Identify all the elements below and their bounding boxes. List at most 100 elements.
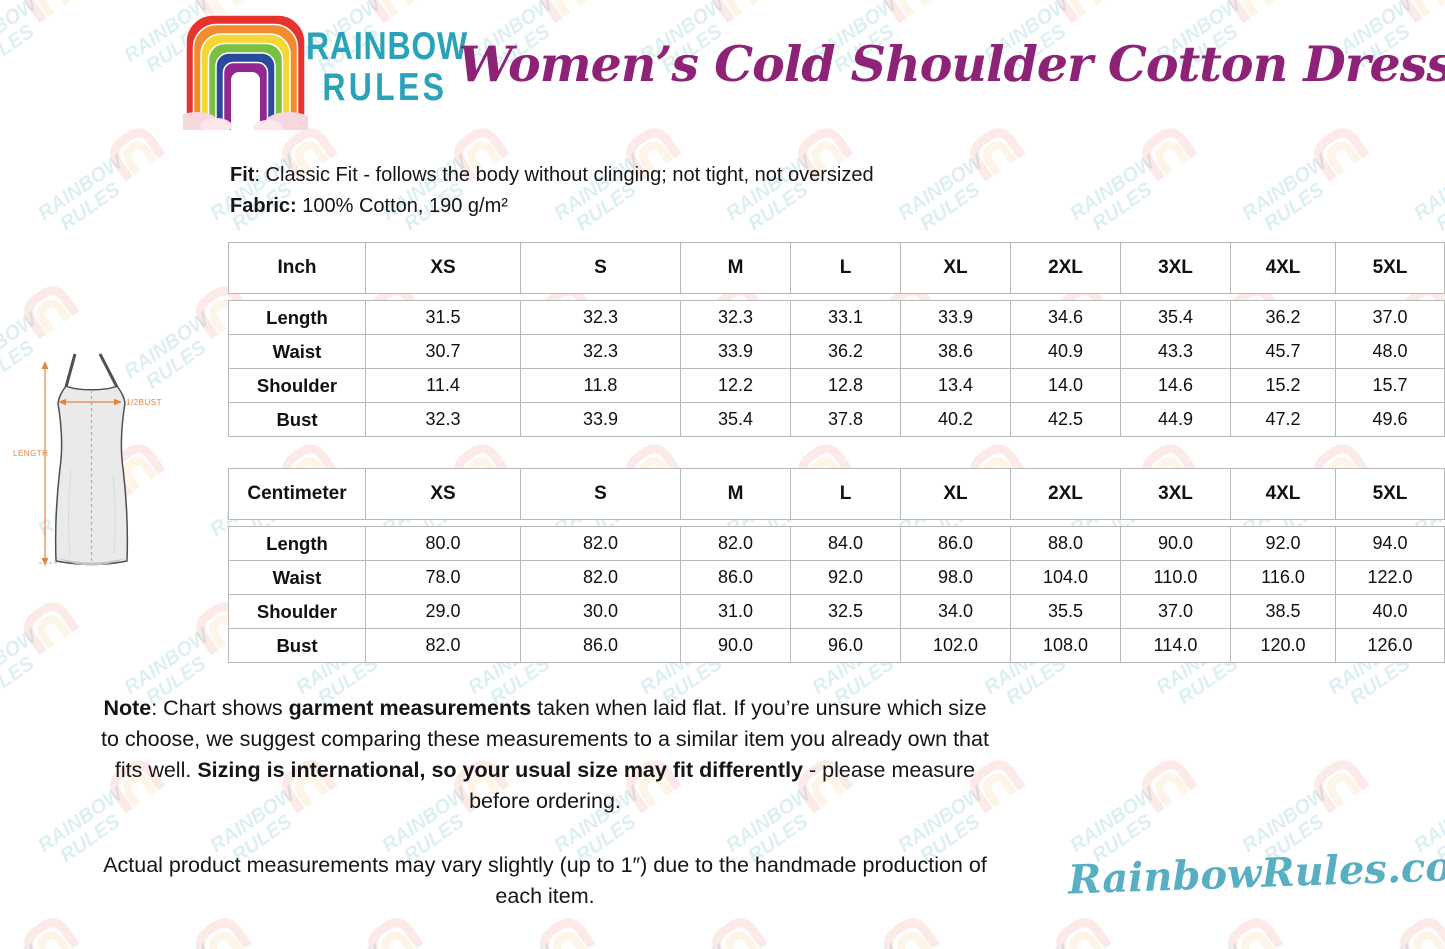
size-header-cell: 5XL (1335, 242, 1445, 294)
measurement-row: Waist 30.7 32.3 33.9 36.2 38.6 40.9 43.3 45.7 48.… (228, 334, 1445, 369)
size-header-cell: 4XL (1230, 468, 1336, 520)
dress-crease (112, 474, 116, 554)
value-cell: 32.3 (520, 334, 681, 369)
length-arrowhead-top (41, 361, 49, 369)
bust-arrowhead-right (114, 398, 122, 406)
dress-crease (68, 469, 72, 556)
fabric-line: Fabric: 100% Cotton, 190 g/m² (230, 191, 874, 222)
value-cell: 122.0 (1335, 560, 1445, 595)
size-header-cell: 5XL (1335, 468, 1445, 520)
value-cell: 29.0 (365, 594, 521, 629)
value-cell: 34.0 (900, 594, 1011, 629)
value-cell: 40.9 (1010, 334, 1121, 369)
size-header-cell: XS (365, 242, 521, 294)
value-cell: 90.0 (1120, 526, 1231, 561)
size-header-cell: 2XL (1010, 242, 1121, 294)
centimeter-size-table: Centimeter XS S M L XL 2XL 3XL 4XL 5XL Length 80.0 8… (228, 468, 1445, 663)
size-header-cell: S (520, 242, 681, 294)
fit-text: : Classic Fit - follows the body without… (254, 164, 874, 186)
value-cell: 116.0 (1230, 560, 1336, 595)
note-bold-segment: Note (103, 696, 152, 720)
note-segment: taken when laid flat. If you’re unsure w… (101, 696, 989, 782)
size-header-cell: M (680, 468, 791, 520)
note-segment: - please measure before ordering. (469, 758, 976, 813)
value-cell: 32.5 (790, 594, 901, 629)
measurement-row: Bust 32.3 33.9 35.4 37.8 40.2 42.5 44.9 47.2 49.6 (228, 402, 1445, 437)
inch-size-table: Inch XS S M L XL 2XL 3XL 4XL 5XL Length 31.5 32.3 32.… (228, 242, 1445, 437)
value-cell: 90.0 (680, 628, 791, 663)
measurement-row: Bust 82.0 86.0 90.0 96.0 102.0 108.0 114.0 120.0… (228, 628, 1445, 663)
value-cell: 15.2 (1230, 368, 1336, 403)
value-cell: 86.0 (900, 526, 1011, 561)
value-cell: 32.3 (365, 402, 521, 437)
value-cell: 35.4 (1120, 300, 1231, 335)
measurement-row: Shoulder 29.0 30.0 31.0 32.5 34.0 35.5 37.0 38.5… (228, 594, 1445, 629)
value-cell: 40.2 (900, 402, 1011, 437)
size-header-cell: L (790, 242, 901, 294)
value-cell: 120.0 (1230, 628, 1336, 663)
size-header-cell: 2XL (1010, 468, 1121, 520)
size-header-cell: 4XL (1230, 242, 1336, 294)
value-cell: 88.0 (1010, 526, 1121, 561)
size-header-cell: XS (365, 468, 521, 520)
value-cell: 44.9 (1120, 402, 1231, 437)
unit-header-cell: Inch (228, 242, 366, 294)
value-cell: 38.6 (900, 334, 1011, 369)
fabric-label: Fabric: (230, 195, 297, 217)
value-cell: 12.8 (790, 368, 901, 403)
value-cell: 42.5 (1010, 402, 1121, 437)
value-cell: 82.0 (365, 628, 521, 663)
value-cell: 35.4 (680, 402, 791, 437)
value-cell: 102.0 (900, 628, 1011, 663)
row-label-cell: Shoulder (228, 594, 366, 629)
value-cell: 37.0 (1120, 594, 1231, 629)
value-cell: 114.0 (1120, 628, 1231, 663)
size-header-cell: S (520, 468, 681, 520)
header-row: Centimeter XS S M L XL 2XL 3XL 4XL 5XL (228, 468, 1445, 520)
value-cell: 33.1 (790, 300, 901, 335)
brand-line1: RAINBOW (306, 25, 469, 68)
value-cell: 31.5 (365, 300, 521, 335)
size-header-cell: 3XL (1120, 242, 1231, 294)
value-cell: 49.6 (1335, 402, 1445, 437)
note-paragraph: Note: Chart shows garment measurements t… (95, 693, 995, 817)
value-cell: 86.0 (520, 628, 681, 663)
bust-label: 1/2BUST (126, 398, 162, 407)
length-arrowhead-bottom (41, 558, 49, 566)
value-cell: 36.2 (790, 334, 901, 369)
value-cell: 82.0 (520, 560, 681, 595)
row-label-cell: Shoulder (228, 368, 366, 403)
row-label-cell: Waist (228, 334, 366, 369)
dress-strap-right (98, 353, 119, 388)
dress-measurement-diagram: LENGTH 1/2BUST (13, 353, 162, 566)
value-cell: 36.2 (1230, 300, 1336, 335)
value-cell: 92.0 (790, 560, 901, 595)
bust-arrowhead-left (58, 398, 66, 406)
value-cell: 30.7 (365, 334, 521, 369)
fit-label: Fit (230, 164, 255, 186)
measurement-row: Length 31.5 32.3 32.3 33.1 33.9 34.6 35.4 36.2 37… (228, 300, 1445, 335)
fit-line: Fit: Classic Fit - follows the body with… (230, 160, 874, 191)
value-cell: 37.0 (1335, 300, 1445, 335)
value-cell: 12.2 (680, 368, 791, 403)
row-label-cell: Length (228, 300, 366, 335)
value-cell: 35.5 (1010, 594, 1121, 629)
measurement-row: Shoulder 11.4 11.8 12.2 12.8 13.4 14.0 14.6 15.2… (228, 368, 1445, 403)
value-cell: 126.0 (1335, 628, 1445, 663)
dress-strap-left (64, 353, 77, 388)
value-cell: 96.0 (790, 628, 901, 663)
measurement-row: Waist 78.0 82.0 86.0 92.0 98.0 104.0 110.0 116.0… (228, 560, 1445, 595)
size-table-header: Centimeter XS S M L XL 2XL 3XL 4XL 5XL (228, 468, 1445, 520)
size-table-header: Inch XS S M L XL 2XL 3XL 4XL 5XL (228, 242, 1445, 294)
value-cell: 45.7 (1230, 334, 1336, 369)
brand-wordmark: RAINBOW RULES (306, 26, 468, 108)
value-cell: 48.0 (1335, 334, 1445, 369)
value-cell: 33.9 (520, 402, 681, 437)
value-cell: 15.7 (1335, 368, 1445, 403)
value-cell: 33.9 (900, 300, 1011, 335)
value-cell: 31.0 (680, 594, 791, 629)
value-cell: 82.0 (520, 526, 681, 561)
value-cell: 104.0 (1010, 560, 1121, 595)
size-header-cell: 3XL (1120, 468, 1231, 520)
unit-header-cell: Centimeter (228, 468, 366, 520)
